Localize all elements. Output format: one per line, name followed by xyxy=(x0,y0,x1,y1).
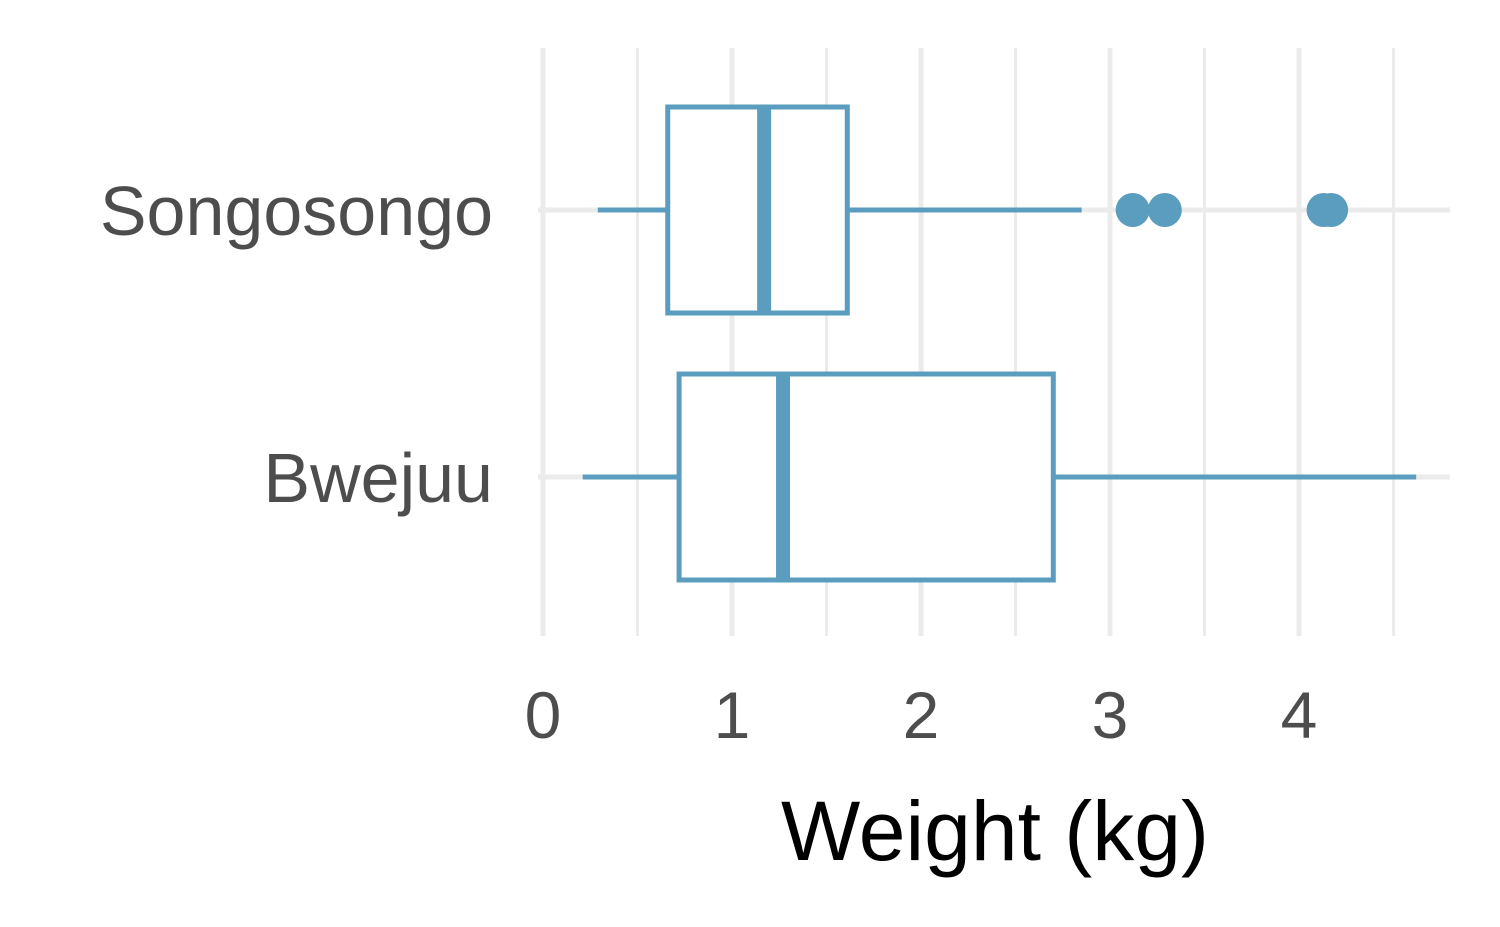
x-tick-label: 1 xyxy=(714,678,751,752)
x-tick-label: 4 xyxy=(1281,678,1318,752)
category-labels: Songosongo Bwejuu xyxy=(100,172,493,517)
x-axis-title: Weight (kg) xyxy=(781,784,1209,878)
box-songosongo xyxy=(597,104,1349,316)
category-label: Bwejuu xyxy=(263,439,493,517)
outlier-point xyxy=(1314,193,1349,227)
boxes xyxy=(582,104,1417,583)
category-label: Songosongo xyxy=(100,172,493,250)
box-bwejuu xyxy=(582,371,1417,583)
outlier-point xyxy=(1147,193,1182,227)
iqr-box xyxy=(676,371,1056,583)
x-tick-label: 2 xyxy=(903,678,940,752)
outlier-point xyxy=(1115,193,1150,227)
x-tick-label: 3 xyxy=(1092,678,1129,752)
x-tick-label: 0 xyxy=(525,678,562,752)
x-tick-labels: 0 1 2 3 4 xyxy=(525,678,1318,752)
